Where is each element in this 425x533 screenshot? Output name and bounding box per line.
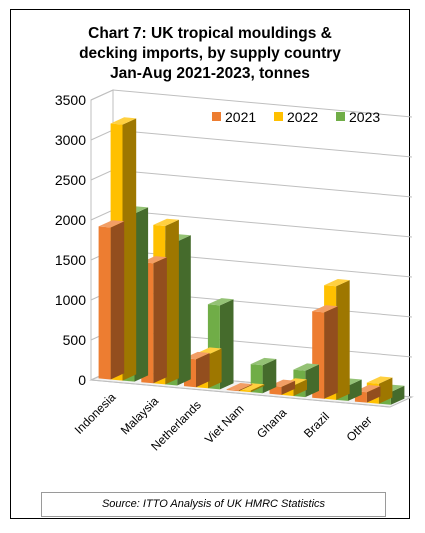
chart-title-line-1: Chart 7: UK tropical mouldings &: [88, 25, 332, 42]
bar-side-face: [196, 353, 210, 388]
bar-side-face: [305, 364, 319, 398]
bar-top-face: [324, 279, 350, 287]
source-note: Source: ITTO Analysis of UK HMRC Statist…: [41, 492, 386, 517]
bar-side-face: [366, 386, 381, 403]
bar-top-face: [366, 376, 393, 384]
bar-side-face: [153, 257, 167, 384]
bar-side-face: [219, 299, 234, 390]
chart-title-line-3: Jan-Aug 2021-2023, tonnes: [110, 65, 310, 82]
y-axis-ticks: 0 500 1000 1500 2000 2500 3000 3500: [55, 92, 86, 388]
bar-side-face: [122, 118, 137, 381]
x-axis-line: [90, 379, 391, 408]
bar-viet-nam-2022: [238, 383, 265, 393]
bar-side-face: [238, 384, 253, 392]
legend-entry: 2021: [225, 109, 256, 125]
chart-title: Chart 7: UK tropical mouldings & decking…: [11, 24, 409, 84]
y-tick-label: 1500: [55, 252, 86, 268]
bar-side-face: [390, 385, 405, 405]
bar-side-face: [378, 377, 393, 404]
x-tick-label: Viet Nam: [202, 402, 247, 447]
legend-swatch: [336, 112, 345, 121]
y-tick-label: 1000: [55, 292, 86, 308]
y-tick-label: 3500: [55, 92, 86, 108]
bar-side-face: [336, 280, 350, 400]
bar-side-face: [110, 221, 125, 380]
gridline: [90, 129, 413, 158]
bar-top-face: [312, 305, 338, 313]
bar-top-face: [207, 298, 234, 306]
legend-swatch: [274, 112, 283, 121]
bar-front-face: [238, 389, 251, 393]
bar-front-face: [226, 389, 239, 392]
bar-side-face: [324, 306, 338, 399]
bar-top-face: [98, 220, 125, 228]
legend-entry: 2022: [287, 109, 318, 125]
bar-top-face: [250, 357, 277, 366]
gridline: [90, 169, 413, 198]
bar-viet-nam-2021: [226, 383, 253, 392]
bar-side-face: [134, 207, 149, 382]
legend: 2021 2022 2023: [212, 109, 380, 125]
x-tick-label: Brazil: [301, 409, 332, 440]
bar-side-face: [281, 380, 296, 395]
y-tick-label: 2000: [55, 212, 86, 228]
y-tick-label: 0: [78, 372, 86, 388]
bars: [98, 117, 405, 405]
bar-top-face: [238, 383, 265, 391]
bar-side-face: [293, 379, 307, 396]
legend-entry: 2023: [349, 109, 380, 125]
bar-side-face: [177, 235, 191, 386]
y-tick-label: 3000: [55, 132, 86, 148]
chart-frame: Chart 7: UK tropical mouldings & decking…: [10, 9, 410, 519]
bar-side-face: [348, 379, 362, 401]
bar-side-face: [165, 219, 179, 385]
bar-side-face: [250, 384, 265, 393]
gridline: [90, 89, 413, 118]
bar-indonesia-2021: [98, 220, 125, 380]
y-tick-label: 2500: [55, 172, 86, 188]
bar-top-face: [226, 383, 253, 391]
x-tick-label: Other: [344, 413, 375, 444]
x-tick-label: Malaysia: [118, 394, 162, 438]
bar-side-face: [262, 359, 277, 394]
bar-side-face: [207, 348, 222, 389]
bar-front-face: [98, 226, 111, 380]
y-tick-label: 500: [63, 332, 87, 348]
chart-title-line-2: decking imports, by supply country: [79, 45, 341, 62]
x-tick-label: Ghana: [254, 405, 290, 441]
bar-top-face: [110, 117, 137, 125]
bar-top-face: [153, 218, 179, 226]
x-tick-label: Indonesia: [72, 390, 119, 437]
bar-top-face: [293, 363, 319, 371]
legend-swatch: [212, 112, 221, 121]
